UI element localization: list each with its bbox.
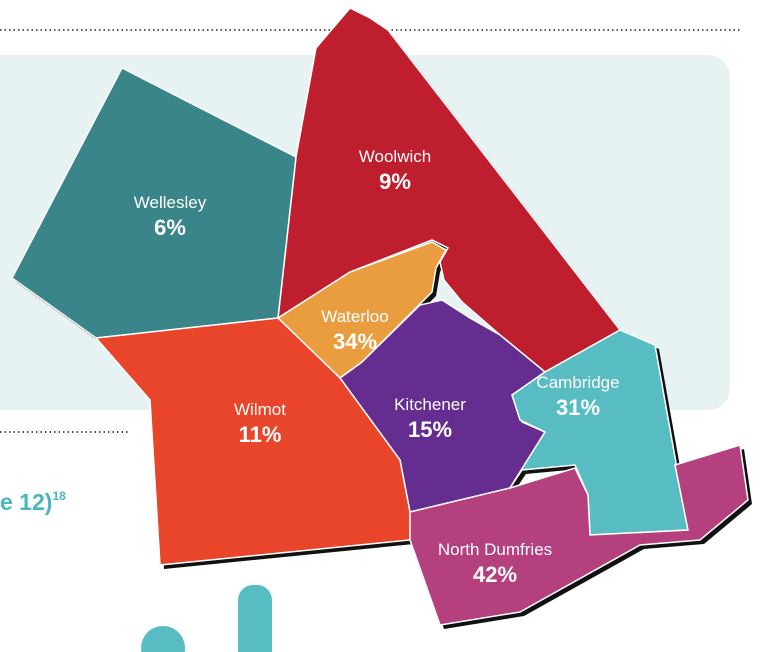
region-value: 15% bbox=[408, 417, 452, 442]
region-value: 9% bbox=[379, 169, 411, 194]
region-value: 11% bbox=[239, 422, 282, 447]
region-value: 42% bbox=[473, 562, 517, 587]
region-name: Waterloo bbox=[321, 307, 388, 326]
regions bbox=[11, 7, 749, 626]
region-value: 31% bbox=[556, 395, 600, 420]
labels: Woolwich 9% Wellesley 6% Waterloo 34% Kitchene… bbox=[134, 147, 620, 587]
region-value: 6% bbox=[154, 215, 186, 240]
region-name: Woolwich bbox=[359, 147, 431, 166]
region-name: Wellesley bbox=[134, 193, 207, 212]
region-name: North Dumfries bbox=[438, 540, 552, 559]
region-name: Kitchener bbox=[394, 395, 466, 414]
decoration bbox=[238, 585, 272, 652]
region-name: Cambridge bbox=[536, 373, 619, 392]
caption: e 12)18 bbox=[0, 489, 66, 515]
region-name: Wilmot bbox=[234, 400, 286, 419]
region bbox=[509, 329, 689, 536]
decoration bbox=[141, 626, 185, 652]
region-value: 34% bbox=[333, 329, 377, 354]
region bbox=[409, 444, 749, 626]
